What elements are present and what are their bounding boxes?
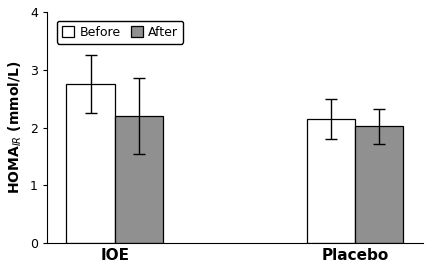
Bar xyxy=(67,84,115,243)
Y-axis label: HOMA$_{IR}$ (mmol/L): HOMA$_{IR}$ (mmol/L) xyxy=(7,61,25,194)
Bar xyxy=(307,119,355,243)
Bar xyxy=(355,126,403,243)
Legend: Before, After: Before, After xyxy=(57,21,183,43)
Bar xyxy=(115,116,163,243)
